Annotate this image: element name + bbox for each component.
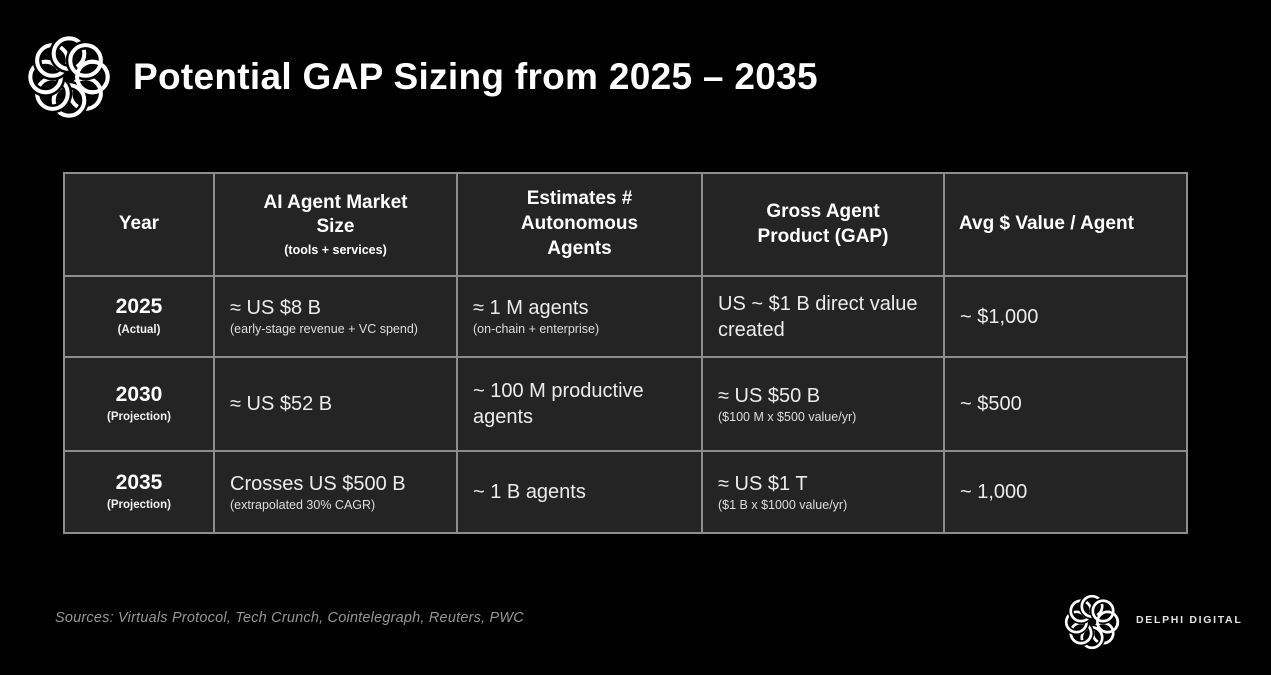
- cell-gap: ≈ US $50 B ($100 M x $500 value/yr): [701, 356, 945, 452]
- gap-sizing-table: Year AI Agent Market Size (tools + servi…: [63, 172, 1188, 534]
- cell-note: (on-chain + enterprise): [473, 322, 600, 337]
- cell-gap: ≈ US $1 T ($1 B x $1000 value/yr): [701, 450, 945, 534]
- cell-value: ~ 1 B agents: [473, 481, 586, 503]
- cell-year: 2025 (Actual): [63, 275, 215, 358]
- cell-value: ~ $500: [960, 393, 1022, 415]
- header-label: Avg $ Value / Agent: [959, 213, 1134, 235]
- year-note: (Projection): [107, 411, 171, 424]
- cell-note: ($1 B x $1000 value/yr): [718, 497, 848, 512]
- cell-value: US ~ $1 B direct value created: [718, 292, 918, 341]
- delphi-knot-footer-icon: [1062, 592, 1122, 652]
- cell-agents: ~ 1 B agents: [456, 450, 703, 534]
- header-cell-market-size: AI Agent Market Size (tools + services): [213, 172, 458, 277]
- cell-agents: ~ 100 M productive agents: [456, 356, 703, 452]
- delphi-knot-logo-icon: [24, 32, 114, 122]
- cell-agents: ≈ 1 M agents (on-chain + enterprise): [456, 275, 703, 358]
- cell-value: ~ 1,000: [960, 481, 1028, 503]
- header-label: Gross Agent Product (GAP): [757, 200, 889, 247]
- table-header-row: Year AI Agent Market Size (tools + servi…: [63, 172, 1188, 277]
- header-cell-year: Year: [63, 172, 215, 277]
- cell-note: ($100 M x $500 value/yr): [718, 409, 857, 424]
- table-row-2030: 2030 (Projection) ≈ US $52 B ~ 100 M pro…: [63, 356, 1188, 452]
- cell-note: (extrapolated 30% CAGR): [230, 497, 376, 512]
- cell-value: ≈ US $1 T: [718, 472, 808, 495]
- cell-year: 2030 (Projection): [63, 356, 215, 452]
- cell-market-size: ≈ US $52 B: [213, 356, 458, 452]
- table-row-2035: 2035 (Projection) Crosses US $500 B (ext…: [63, 450, 1188, 534]
- cell-value: ≈ US $8 B: [230, 297, 322, 320]
- cell-value: ≈ US $52 B: [230, 393, 333, 415]
- header-cell-autonomous-agents: Estimates # Autonomous Agents: [456, 172, 703, 277]
- year-value: 2035: [115, 470, 163, 494]
- data-table: Year AI Agent Market Size (tools + servi…: [63, 172, 1188, 534]
- year-value: 2025: [115, 295, 163, 319]
- cell-market-size: ≈ US $8 B (early-stage revenue + VC spen…: [213, 275, 458, 358]
- header-label: Year: [118, 213, 160, 235]
- cell-gap: US ~ $1 B direct value created: [701, 275, 945, 358]
- cell-avg-value: ~ $500: [943, 356, 1188, 452]
- cell-note: (early-stage revenue + VC spend): [230, 322, 418, 337]
- cell-avg-value: ~ 1,000: [943, 450, 1188, 534]
- cell-value: ≈ 1 M agents: [473, 297, 589, 320]
- year-value: 2030: [115, 382, 163, 406]
- year-note: (Actual): [117, 323, 161, 336]
- cell-value: ≈ US $50 B: [718, 384, 821, 407]
- header-cell-avg-value: Avg $ Value / Agent: [943, 172, 1188, 277]
- header-label: Estimates # Autonomous Agents: [520, 188, 639, 259]
- year-note: (Projection): [107, 499, 171, 512]
- header-sublabel: (tools + services): [284, 243, 387, 258]
- cell-avg-value: ~ $1,000: [943, 275, 1188, 358]
- sources-text: Sources: Virtuals Protocol, Tech Crunch,…: [55, 610, 524, 626]
- brand-wordmark: DELPHI DIGITAL: [1136, 614, 1243, 626]
- cell-value: ~ $1,000: [960, 305, 1039, 328]
- table-row-2025: 2025 (Actual) ≈ US $8 B (early-stage rev…: [63, 275, 1188, 358]
- header-cell-gap: Gross Agent Product (GAP): [701, 172, 945, 277]
- cell-value: Crosses US $500 B: [230, 472, 406, 495]
- header-label: AI Agent Market Size: [263, 191, 408, 238]
- cell-market-size: Crosses US $500 B (extrapolated 30% CAGR…: [213, 450, 458, 534]
- cell-year: 2035 (Projection): [63, 450, 215, 534]
- cell-value: ~ 100 M productive agents: [473, 380, 644, 428]
- page-title: Potential GAP Sizing from 2025 – 2035: [133, 56, 818, 97]
